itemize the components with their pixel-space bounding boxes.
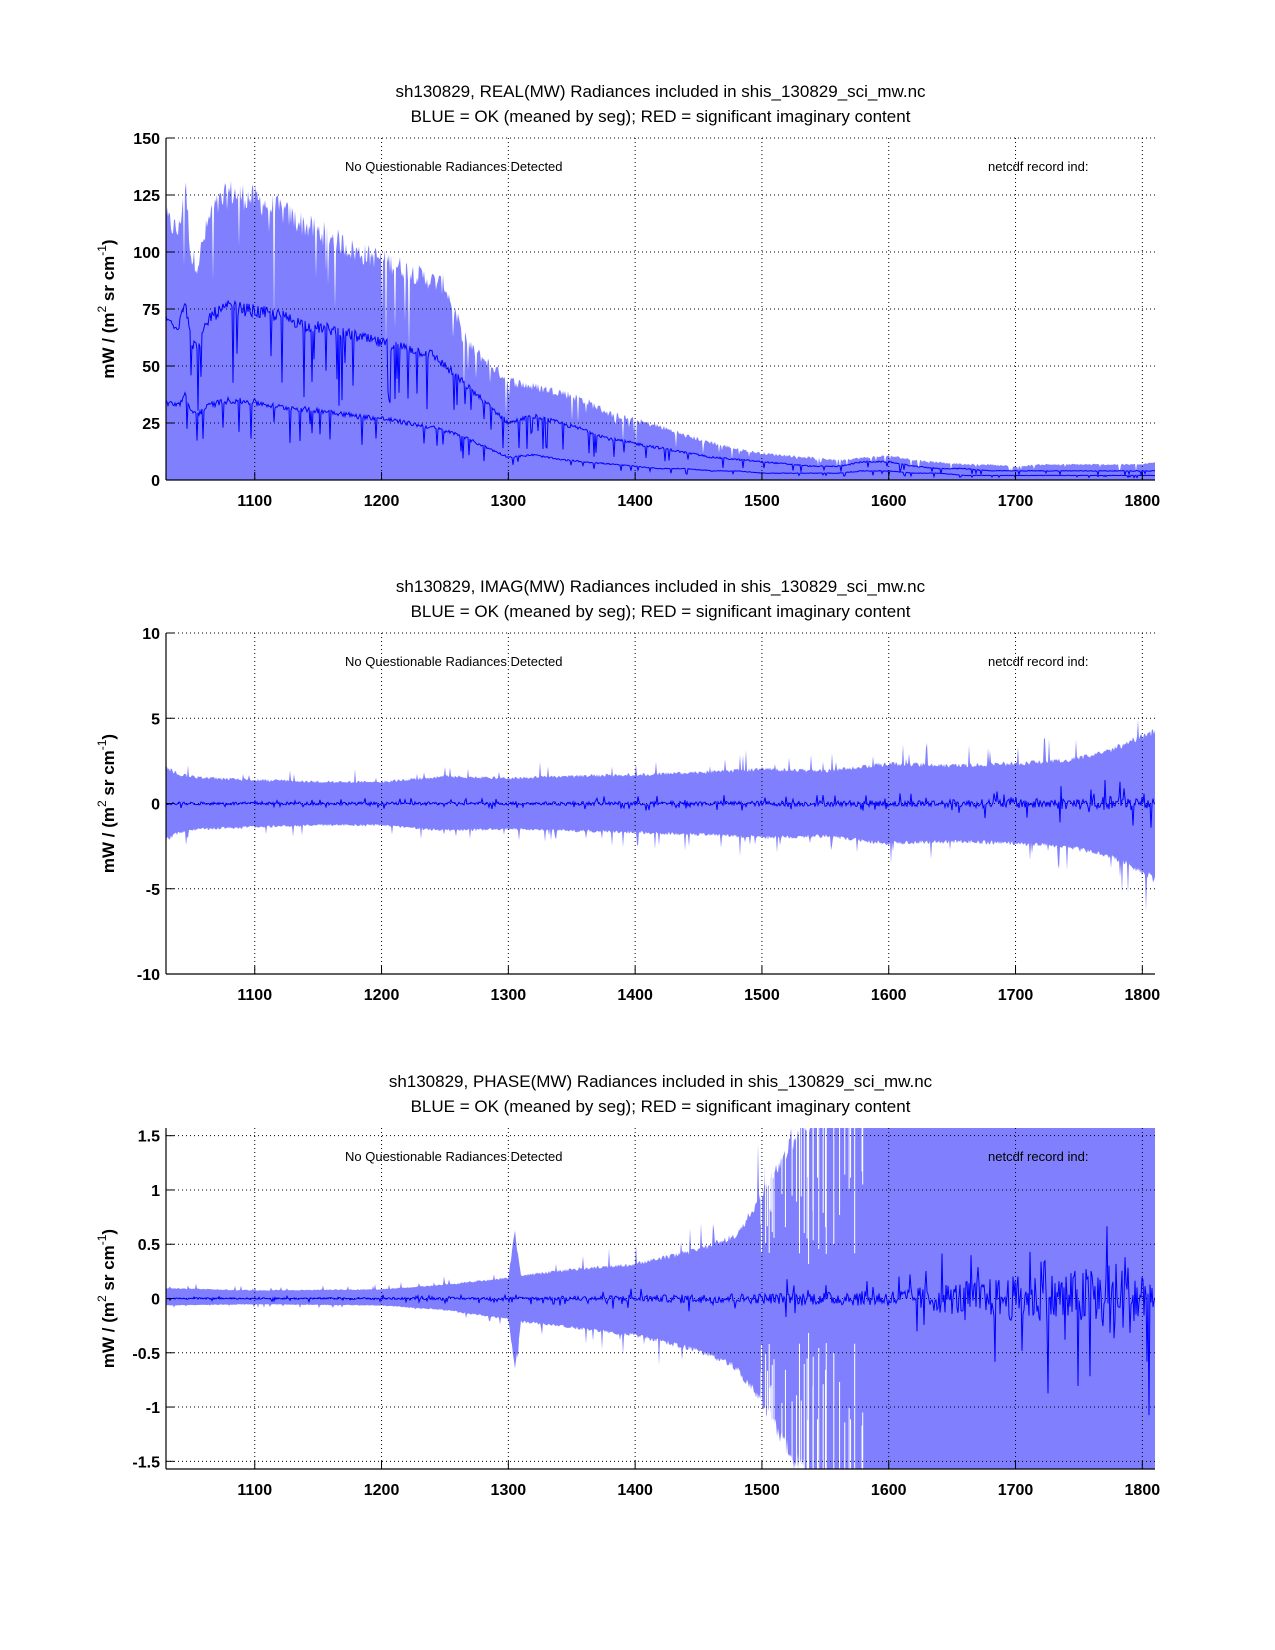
y-tick-label: 0.5: [138, 1237, 160, 1254]
mean-series-line: [166, 299, 1155, 477]
y-tick-label: 75: [142, 302, 160, 319]
mean-series-line: [166, 779, 1155, 828]
panel-title-line-1: sh130829, IMAG(MW) Radiances included in…: [396, 577, 926, 596]
panel-title-line-2: BLUE = OK (meaned by seg); RED = signifi…: [411, 1097, 911, 1116]
x-tick-label: 1200: [364, 493, 400, 510]
envelope-area: [166, 720, 1155, 912]
x-tick-label: 1800: [1125, 1482, 1161, 1499]
mean-series-line: [166, 1226, 1155, 1416]
plot-area: 1100 1200 1300 1400 1500 1600 1700 1800 -10 -5 0 5 1…: [95, 626, 1160, 1004]
status-annotation: No Questionable Radiances Detected: [345, 159, 563, 174]
x-tick-label: 1100: [237, 1482, 272, 1499]
x-tick-label: 1800: [1125, 493, 1161, 510]
x-tick-label: 1700: [998, 987, 1034, 1004]
y-tick-label: -1: [146, 1400, 160, 1417]
mean-series-line: [166, 391, 1155, 479]
x-tick-label: 1400: [617, 987, 653, 1004]
record-index-annotation: netcdf record ind:: [988, 159, 1088, 174]
envelope-area: [166, 180, 1155, 480]
y-axis-label: mW / (m2 sr cm-1): [95, 734, 118, 873]
y-tick-label: 25: [142, 416, 160, 433]
y-tick-label: 0: [151, 473, 160, 490]
plot-area: 1100 1200 1300 1400 1500 1600 1700 1800 -1.5 -1 -0…: [95, 1128, 1160, 1499]
y-tick-label: -5: [146, 882, 160, 899]
y-tick-label: -10: [137, 967, 160, 984]
y-tick-label: 0: [151, 1292, 160, 1309]
panel-real: 1100 1200 1300 1400 1500 1600 1700 1800 0 25 50 75 1…: [95, 82, 1160, 510]
x-tick-label: 1400: [617, 493, 653, 510]
panel-title-line-1: sh130829, REAL(MW) Radiances included in…: [395, 82, 926, 101]
status-annotation: No Questionable Radiances Detected: [345, 1149, 563, 1164]
x-tick-label: 1200: [364, 987, 400, 1004]
plot-area: 1100 1200 1300 1400 1500 1600 1700 1800 0 25 50 75 1…: [95, 131, 1160, 510]
x-tick-label: 1400: [617, 1482, 653, 1499]
x-tick-label: 1200: [364, 1482, 400, 1499]
panel-imag: 1100 1200 1300 1400 1500 1600 1700 1800 -10 -5 0 5 1…: [95, 577, 1160, 1004]
x-tick-label: 1100: [237, 493, 272, 510]
x-tick-label: 1800: [1125, 987, 1161, 1004]
y-axis-label: mW / (m2 sr cm-1): [95, 1229, 118, 1368]
record-index-annotation: netcdf record ind:: [988, 654, 1088, 669]
y-tick-label: -1.5: [132, 1454, 160, 1471]
y-tick-label: 0: [151, 797, 160, 814]
y-tick-label: 1: [151, 1183, 160, 1200]
y-tick-label: 50: [142, 359, 160, 376]
y-tick-label: 125: [133, 188, 160, 205]
x-tick-label: 1100: [237, 987, 272, 1004]
status-annotation: No Questionable Radiances Detected: [345, 654, 563, 669]
x-tick-label: 1300: [491, 987, 527, 1004]
y-tick-label: 1.5: [138, 1129, 160, 1146]
x-tick-label: 1500: [744, 987, 780, 1004]
x-tick-label: 1300: [491, 1482, 527, 1499]
x-tick-label: 1600: [871, 1482, 907, 1499]
panel-title-line-2: BLUE = OK (meaned by seg); RED = signifi…: [411, 602, 911, 621]
record-index-annotation: netcdf record ind:: [988, 1149, 1088, 1164]
y-tick-label: 10: [142, 626, 160, 643]
panel-phase: 1100 1200 1300 1400 1500 1600 1700 1800 -1.5 -1 -0…: [95, 1072, 1160, 1499]
y-tick-label: -0.5: [132, 1346, 160, 1363]
x-tick-label: 1600: [871, 493, 907, 510]
y-tick-label: 5: [151, 711, 160, 728]
x-tick-label: 1500: [744, 1482, 780, 1499]
y-axis-label: mW / (m2 sr cm-1): [95, 239, 118, 378]
y-tick-label: 150: [133, 131, 160, 148]
x-tick-label: 1700: [998, 1482, 1034, 1499]
x-tick-label: 1300: [491, 493, 527, 510]
panel-title-line-1: sh130829, PHASE(MW) Radiances included i…: [389, 1072, 933, 1091]
x-tick-label: 1600: [871, 987, 907, 1004]
x-tick-label: 1500: [744, 493, 780, 510]
y-tick-label: 100: [133, 245, 160, 262]
panel-title-line-2: BLUE = OK (meaned by seg); RED = signifi…: [411, 107, 911, 126]
x-tick-label: 1700: [998, 493, 1034, 510]
